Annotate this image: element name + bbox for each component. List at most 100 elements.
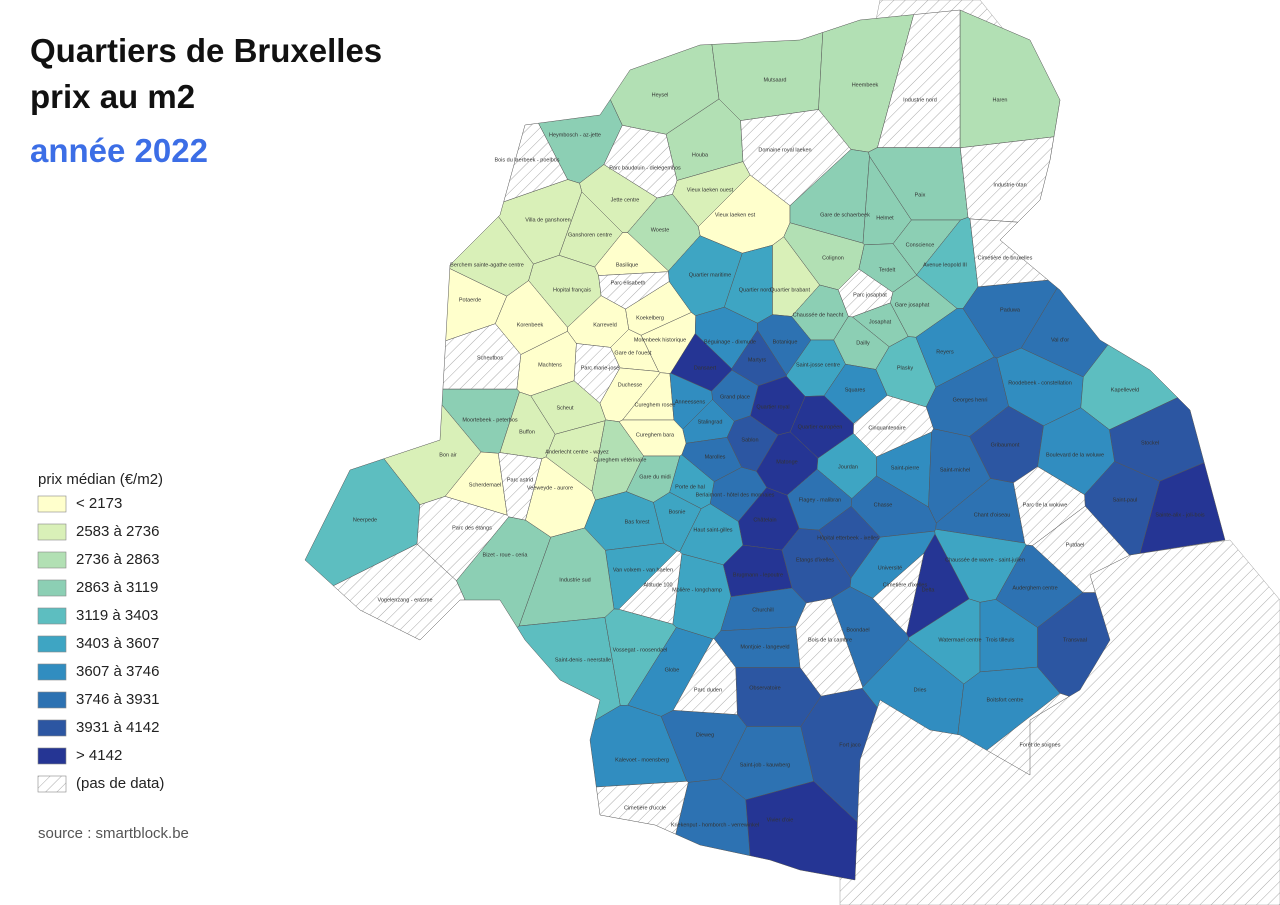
district-label: Bas forest xyxy=(625,519,650,525)
legend-label: 2583 à 2736 xyxy=(76,523,159,540)
district-label: Béguinage - dixmude xyxy=(704,339,756,345)
district-label: Plasky xyxy=(897,365,913,371)
legend-swatch xyxy=(37,495,67,513)
district-label: Marolles xyxy=(705,454,726,460)
no-data-label: Vogelenzang - erasme xyxy=(377,597,432,603)
legend-swatch xyxy=(37,719,67,737)
district-label: Vossegat - roosendael xyxy=(613,647,668,653)
district xyxy=(745,781,858,881)
district-label: Chant d'oiseau xyxy=(974,512,1011,518)
district-label: Chaussée de wavre - saint-julien xyxy=(945,557,1025,563)
no-data-area xyxy=(1013,466,1086,546)
district-label: Dieweg xyxy=(696,732,714,738)
district xyxy=(957,666,1061,751)
no-data-area xyxy=(960,136,1055,223)
district-label: Paix xyxy=(915,192,926,198)
no-data-label: Parc marie-josé xyxy=(581,365,620,371)
district-label: Moortebeek - peterbos xyxy=(462,417,518,423)
source: source : smartblock.be xyxy=(38,825,189,842)
district-label: Vieux laeken est xyxy=(715,212,756,218)
district-label: Heembeek xyxy=(852,82,879,88)
district-label: Jourdan xyxy=(838,464,858,470)
district-label: Val d'or xyxy=(1051,337,1069,343)
no-data-label: Cimetière de bruxelles xyxy=(978,255,1033,261)
district-label: Etangs d'ixelles xyxy=(796,557,834,563)
district-label: Matonge xyxy=(776,459,797,465)
district-label: Korenbeek xyxy=(517,322,544,328)
district-label: Koekelberg xyxy=(636,315,664,321)
legend-label: (pas de data) xyxy=(76,775,164,792)
legend-swatch xyxy=(37,663,67,681)
no-data-area xyxy=(442,323,522,390)
district-label: Cureghem bara xyxy=(636,432,675,438)
district-labels: Heysel Mutsaard Heembeek Haren Heymbosch - a… xyxy=(353,77,1205,828)
legend-label: 3403 à 3607 xyxy=(76,635,159,652)
district-label: Saint-paul xyxy=(1113,497,1138,503)
district-label: Dansaert xyxy=(694,365,717,371)
district-label: Quartier européen xyxy=(798,424,843,430)
district-label: Gare de schaerbeek xyxy=(820,212,870,218)
no-data-label: Parc des étangs xyxy=(452,525,492,531)
legend-label: 3746 à 3931 xyxy=(76,691,159,708)
district-label: Molière - longchamp xyxy=(672,587,722,593)
district-label: Saint-josse centre xyxy=(796,362,840,368)
district-label: Villa de ganshoren xyxy=(525,217,570,223)
legend-label: > 4142 xyxy=(76,747,122,764)
no-data-area xyxy=(672,638,738,715)
no-data-area xyxy=(740,109,852,206)
district-label: Saint-job - kauwberg xyxy=(740,762,790,768)
district-label: Haren xyxy=(993,97,1008,103)
district xyxy=(516,617,621,721)
no-data-label: Cinquantenaire xyxy=(868,425,905,431)
district-label: Quartier royal xyxy=(756,404,789,410)
district-label: Grand place xyxy=(720,394,750,400)
district-label: Martyrs xyxy=(748,357,767,363)
district-label: Bizet - roue - ceria xyxy=(483,552,529,558)
district-label: Auderghem centre xyxy=(1012,585,1057,591)
no-data-area xyxy=(503,122,568,203)
no-data-area xyxy=(618,550,683,625)
district-label: Terdelt xyxy=(879,267,896,273)
district-label: Scherdemael xyxy=(469,482,501,488)
district-label: Helmet xyxy=(876,215,894,221)
legend-swatch xyxy=(37,775,67,793)
title-line1: Quartiers de Bruxelles xyxy=(30,32,382,69)
district-label: Boulevard de la woluwe xyxy=(1046,452,1104,458)
legend-swatch xyxy=(37,551,67,569)
legend-title: prix médian (€/m2) xyxy=(38,471,163,488)
district-label: Chaussée de haecht xyxy=(793,312,844,318)
district-label: Mutsaard xyxy=(764,77,787,83)
no-data-label: Altitude 100 xyxy=(643,582,672,588)
district-label: Chasse xyxy=(874,502,893,508)
no-data-label: Parc duden xyxy=(694,687,722,693)
no-data-label: Cimetière d'ixelles xyxy=(883,582,928,588)
district-label: Stalingrad xyxy=(698,419,723,425)
district-label: Machtens xyxy=(538,362,562,368)
district-label: Fort jaco xyxy=(839,742,860,748)
district xyxy=(959,9,1061,149)
district-label: Cureghem rosee xyxy=(635,402,676,408)
district-label: Anderlecht centre - wayez xyxy=(545,449,609,455)
district-label: Woeste xyxy=(651,227,670,233)
district-label: Haut saint-gilles xyxy=(693,527,732,533)
legend-label: < 2173 xyxy=(76,495,122,512)
district-label: Botanique xyxy=(773,339,798,345)
district-label: Gare de l'ouest xyxy=(614,350,652,356)
district-label: Saint-michel xyxy=(940,467,970,473)
district-label: Observatoire xyxy=(749,685,781,691)
district-label: Gare du midi xyxy=(639,474,671,480)
district-label: Boitsfort centre xyxy=(987,697,1024,703)
legend-label: 3119 à 3403 xyxy=(76,607,158,624)
district-label: Cureghem vétérinaire xyxy=(594,457,647,463)
district xyxy=(757,314,812,376)
district-label: Industrie sud xyxy=(559,577,591,583)
legend-swatch xyxy=(37,579,67,597)
district-label: Buffon xyxy=(519,429,535,435)
no-data-label: Putdael xyxy=(1066,542,1085,548)
no-data-area xyxy=(986,693,1070,776)
district-label: Potaerde xyxy=(459,297,481,303)
district-label: Dailly xyxy=(856,340,870,346)
district-label: Colignon xyxy=(822,255,844,261)
district-label: Transvaal xyxy=(1063,637,1087,643)
district-label: Sainte-alix - joli-bois xyxy=(1155,512,1204,518)
